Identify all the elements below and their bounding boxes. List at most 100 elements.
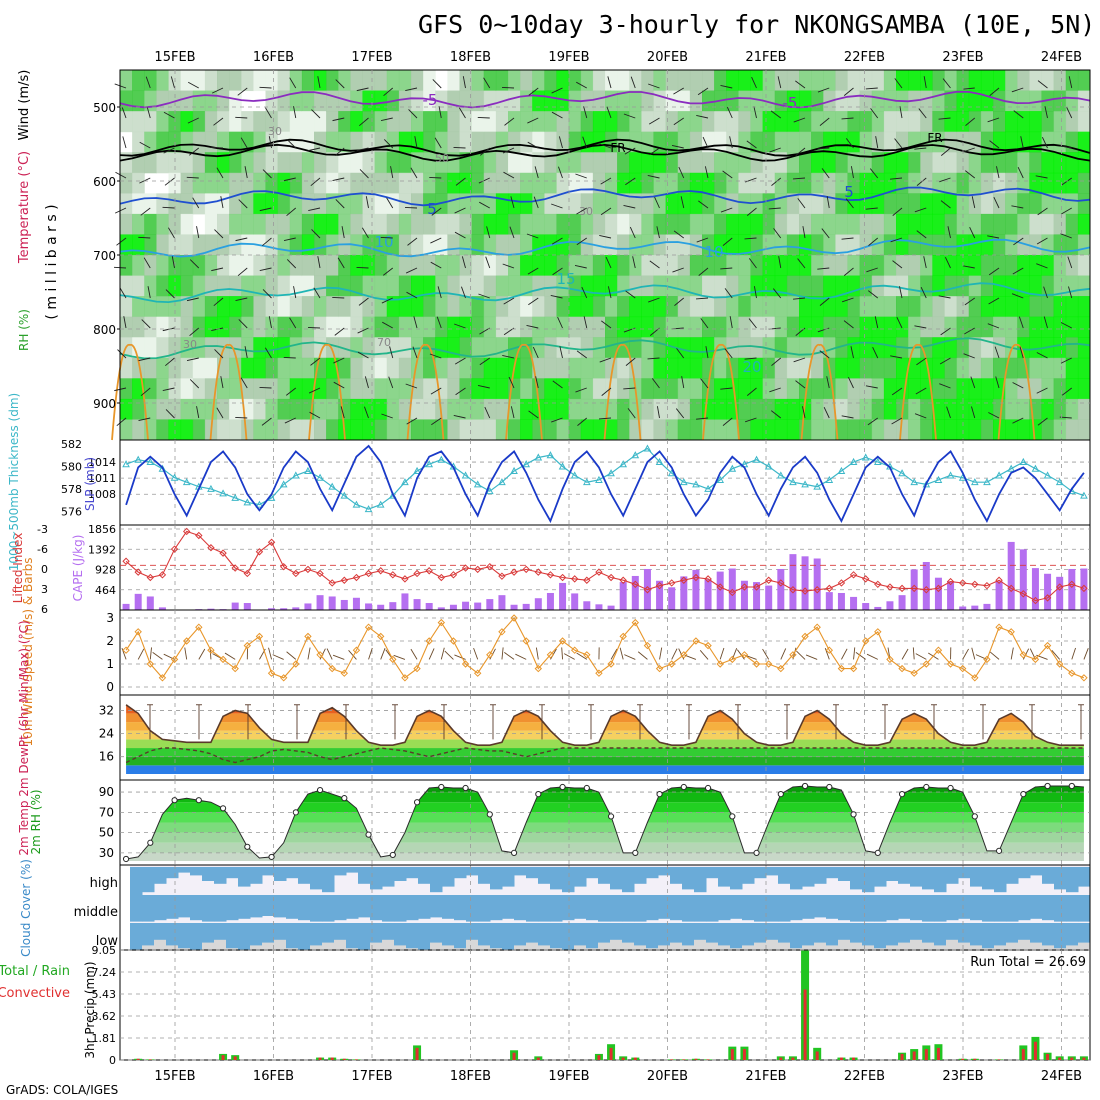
wind-barb [729,136,733,149]
wind-barb [773,228,782,239]
rh-cell [580,152,594,174]
cloud-low-clear [154,939,167,951]
rh-cell [665,316,679,338]
rh-cell [435,419,448,441]
wind-barb [1017,166,1024,179]
warm-contour [800,344,839,441]
li-point [546,571,555,579]
cloud-middle-cell [178,895,191,918]
precip-frame [119,949,1091,1061]
rh-cell [386,398,400,420]
thickness-point [231,493,240,501]
rh-cell [799,378,812,400]
rh-cell [156,357,169,379]
cloud-middle-cell [922,895,935,922]
cape-bar [304,603,312,610]
temp-band [120,696,1090,705]
cape-bar [910,569,918,610]
cape-bar [740,580,748,610]
cloud-high-cell [826,867,839,879]
rh-cell [968,337,982,359]
rh-cell [411,275,424,297]
li-point [352,573,361,582]
rh-cell [277,172,291,194]
rh-cell [495,275,509,297]
wind-barb [867,417,879,426]
pressure-tick-label: 900 [93,397,116,411]
temperature-series [125,704,1084,746]
cloud-low-cell [1054,923,1067,951]
rh-cell [398,213,412,235]
rh-cell [204,357,218,379]
rh-cell [859,172,873,194]
rh-cell [556,90,570,112]
cloud-high-cell [1018,867,1031,879]
rh-cell [629,193,642,215]
rh-cell [568,234,582,256]
rh-cell [350,296,363,318]
rh-cell [1017,255,1030,277]
rh-cell [568,337,582,359]
rh-point [826,783,833,791]
rh-cell [544,131,557,153]
rh-cell [774,152,788,174]
wind-speed-point [595,669,603,677]
rh-cell [641,111,654,133]
wind-barb [313,287,321,299]
rh-cell [253,70,266,92]
rh-cell [799,213,812,235]
wind-barb [503,297,515,305]
rh-cell [447,152,460,174]
wind-barb [793,117,806,123]
wind-barb [508,376,515,389]
cloud-low-cell [250,923,263,951]
wind-barb [293,286,297,299]
wind-barb-10m [624,654,636,660]
wind-barb [777,76,782,89]
cloud-high-cell [550,867,563,890]
li-point [813,586,821,594]
rh-cell [762,398,776,420]
wind-barb [122,136,127,149]
li-point [279,562,288,571]
rh-cell [447,70,460,92]
rh-cell [459,111,473,133]
cloud-high-cell [406,867,419,879]
cloud-middle-cell [622,895,635,922]
cloud-middle-cell [226,895,239,921]
rh-cell [241,357,254,379]
rh-cell [847,172,861,194]
wind-barb [413,316,418,329]
rh-cell [532,296,545,318]
wind-barb [453,146,466,149]
rh-cell [811,193,824,215]
rh-cell [338,70,351,92]
rh-cell [386,70,400,92]
rh-cell [665,172,679,194]
rh-cell [653,357,667,379]
cloud-high-cell [1006,867,1019,884]
rh-cell [459,234,473,256]
li-tick-label: 3 [41,583,48,596]
rh-cell [532,275,545,297]
wind-barb [1037,207,1048,216]
rh-cell [799,316,812,338]
rh-cell [653,296,667,318]
cloud-high-cell [538,867,551,884]
rh-cell [326,378,339,400]
wind-barb [478,177,490,184]
rh-cell [1053,234,1067,256]
cloud-low-clear [766,939,779,951]
rh-cell [726,234,739,256]
wind-speed-point [340,669,349,677]
wind-barb [964,297,976,306]
wind-speed-point [886,655,894,664]
cloud-low-clear [946,939,959,951]
rh-cell [386,419,400,441]
rh-cell [799,111,812,133]
rh-cell [677,111,691,133]
rh-cell [120,398,133,420]
rh-cell [847,131,861,153]
rh-cell [192,70,206,92]
li-point [195,531,203,540]
